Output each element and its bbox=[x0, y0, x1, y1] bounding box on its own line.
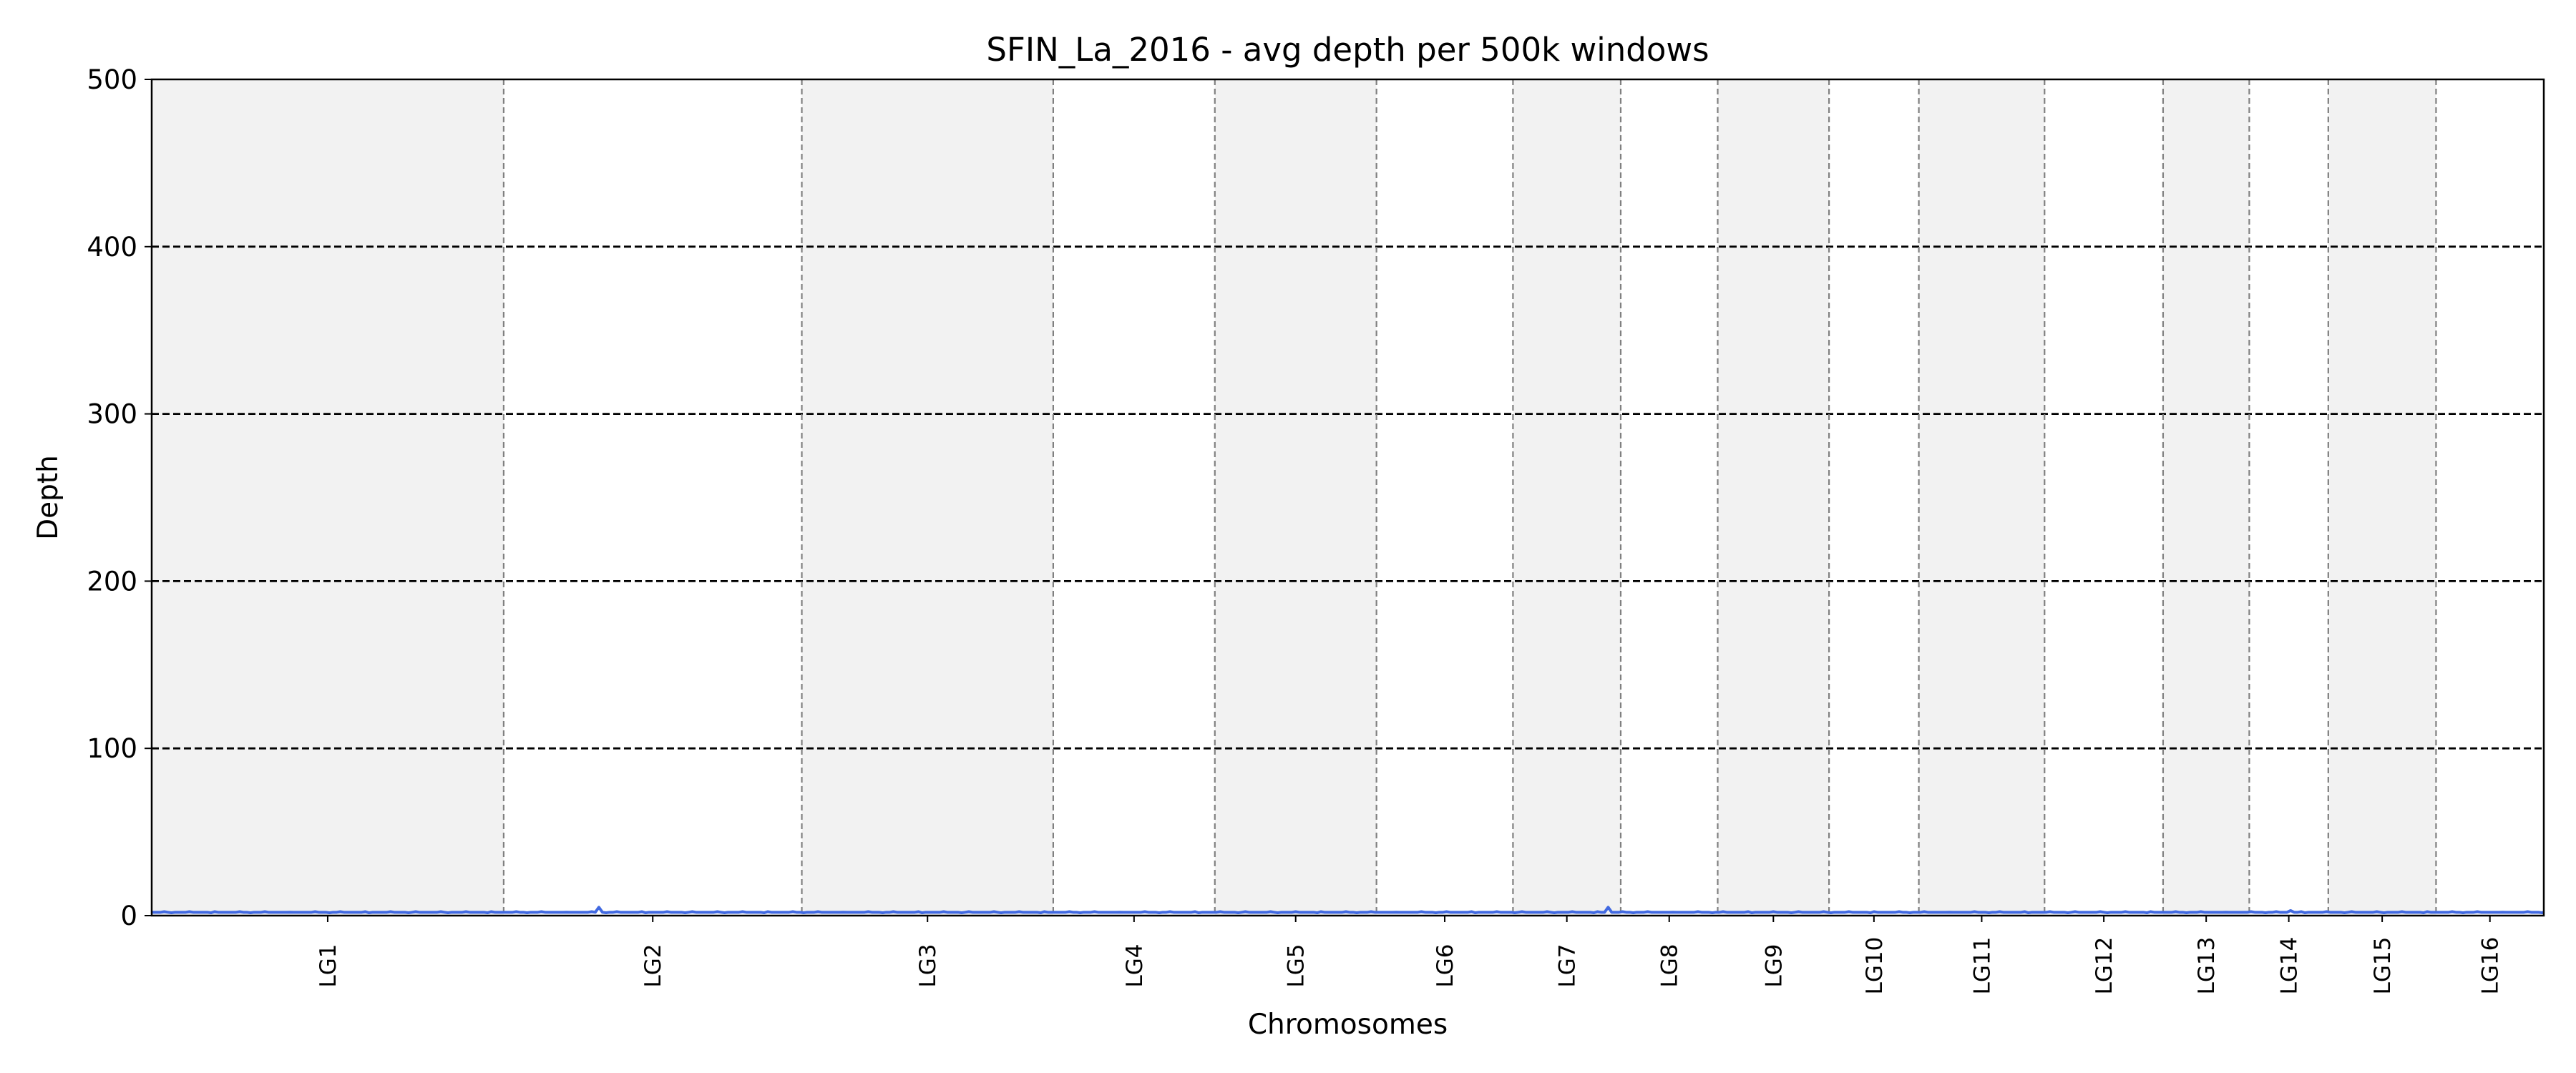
chromosome-band-lg1 bbox=[152, 79, 504, 916]
chart-title: SFIN_La_2016 - avg depth per 500k window… bbox=[986, 31, 1709, 69]
plot-frame bbox=[150, 78, 2545, 917]
x-tick-label: LG8 bbox=[1657, 944, 1683, 987]
x-tick-label: LG5 bbox=[1284, 944, 1309, 987]
x-tick-label: LG1 bbox=[316, 944, 341, 987]
chromosome-bands bbox=[152, 79, 2436, 916]
x-tick-label: LG6 bbox=[1433, 944, 1458, 987]
chromosome-band-lg11 bbox=[1918, 79, 2045, 916]
x-axis-label: Chromosomes bbox=[1248, 1009, 1448, 1041]
y-axis-label: Depth bbox=[32, 455, 64, 540]
chromosome-band-lg15 bbox=[2328, 79, 2436, 916]
x-tick-label: LG16 bbox=[2478, 937, 2504, 995]
chromosome-band-lg9 bbox=[1717, 79, 1830, 916]
x-tick-label: LG3 bbox=[915, 944, 941, 987]
y-tick-label: 100 bbox=[87, 733, 137, 764]
x-tick-label: LG10 bbox=[1862, 937, 1888, 995]
x-tick-label: LG13 bbox=[2194, 937, 2220, 995]
x-tick-label: LG11 bbox=[1969, 937, 1995, 995]
x-tick-label: LG15 bbox=[2370, 937, 2396, 995]
y-axis: 0 100 200 300 400 500 bbox=[87, 64, 152, 931]
horizontal-gridlines bbox=[152, 245, 2544, 750]
x-tick-label: LG14 bbox=[2277, 937, 2303, 995]
depth-line bbox=[152, 906, 2545, 915]
x-tick-label: LG7 bbox=[1555, 944, 1581, 987]
x-tick-label: LG4 bbox=[1122, 944, 1148, 987]
x-axis: LG1 LG2 LG3 LG4 LG5 LG6 LG7 LG8 LG9 LG10 LG11 LG12 L… bbox=[316, 916, 2504, 994]
y-tick-label: 300 bbox=[87, 399, 137, 430]
chromosome-band-lg5 bbox=[1214, 79, 1377, 916]
y-tick-label: 200 bbox=[87, 566, 137, 597]
chromosome-band-lg13 bbox=[2162, 79, 2250, 916]
y-tick-label: 500 bbox=[87, 64, 137, 95]
chromosome-band-lg3 bbox=[801, 79, 1053, 916]
x-tick-label: LG12 bbox=[2092, 937, 2117, 995]
chromosome-band-lg7 bbox=[1513, 79, 1621, 916]
x-tick-label: LG2 bbox=[640, 944, 666, 987]
depth-series bbox=[152, 906, 2545, 915]
y-tick-label: 400 bbox=[87, 232, 137, 263]
y-tick-label: 0 bbox=[120, 901, 137, 931]
x-tick-label: LG9 bbox=[1761, 944, 1787, 987]
